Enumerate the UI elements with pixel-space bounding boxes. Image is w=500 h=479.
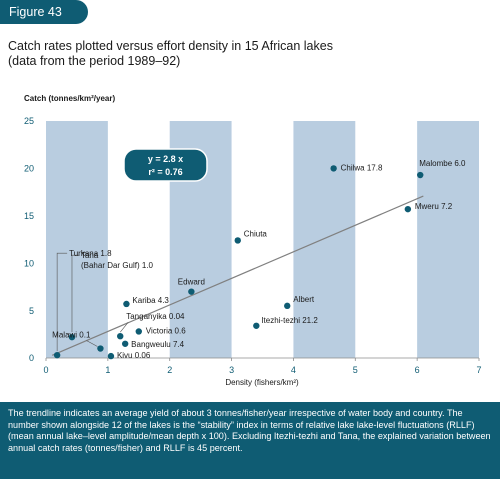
x-tick-label: 1 [105,365,110,375]
y-tick-label: 10 [24,258,34,268]
point-label: Mweru 7.2 [415,202,453,211]
data-point [97,345,104,352]
shaded-band-2 [293,121,356,358]
x-tick-label: 2 [167,365,172,375]
point-label: Kariba 4.3 [132,296,169,305]
point-label: Chilwa 17.8 [341,163,383,172]
tick-labels: 0 1 2 3 4 5 6 7 0 5 10 15 20 25 [24,116,482,375]
data-point [253,322,260,329]
figure-label: Figure 43 [0,0,88,24]
point-label: Malawi 0.1 [52,331,91,340]
equation-badge [123,148,208,182]
figure-title-line-1: Catch rates plotted versus effort densit… [8,39,333,53]
data-point [135,328,142,335]
y-tick-label: 15 [24,211,34,221]
caption: The trendline indicates an average yield… [0,402,500,479]
data-point [123,300,130,308]
shaded-band-3 [417,121,479,358]
y-tick-label: 5 [29,306,34,316]
data-point [121,340,129,347]
equation-box: y = 2.8 x r² = 0.76 [123,148,208,182]
data-point [107,352,115,360]
point-label: Itezhi-tezhi 21.2 [261,316,318,325]
y-tick-label: 0 [29,353,34,363]
data-point [404,205,412,213]
point-label: Victoria 0.6 [146,326,186,335]
shaded-band-0 [46,121,108,358]
point-label: Kivu 0.06 [117,351,151,360]
x-tick-label: 5 [353,365,358,375]
leader-lines [56,252,129,352]
point-label: Edward [178,278,205,287]
y-tick-label: 25 [24,116,34,126]
data-points [53,165,424,360]
x-tick-label: 6 [415,365,420,375]
axes [45,357,480,361]
data-point [53,351,61,359]
data-point [330,165,337,172]
data-point [68,333,76,341]
x-tick-label: 4 [291,365,296,375]
x-tick-label: 3 [229,365,234,375]
data-point [188,288,195,295]
data-point [417,171,424,179]
point-label: Bangweulu 7.4 [131,340,184,349]
leader-line [119,322,129,333]
point-label: Tana (Bahar Dar Gulf) 1.0 [81,251,154,270]
r-squared-text: r² = 0.76 [148,167,182,177]
trendline [51,195,424,356]
x-tick-label: 0 [43,365,48,375]
leader-line [71,254,79,333]
point-label: Tanganyika 0.04 [126,312,185,321]
trendline-group [51,195,424,356]
x-axis-label: Density (fishers/km²) [225,378,299,387]
point-label: Chiuta [244,229,268,238]
leader-line [86,340,98,347]
x-tick-label: 7 [476,365,481,375]
leader-line [56,252,68,352]
point-label: Malombe 6.0 [419,159,466,168]
data-point [234,237,241,244]
data-point [117,332,124,340]
y-tick-label: 20 [24,164,34,174]
point-label: Albert [293,295,315,304]
point-label: Turkana 1.8 [69,249,112,258]
equation-text: y = 2.8 x [148,154,183,164]
figure-title: Catch rates plotted versus effort densit… [8,39,488,69]
figure-title-line-2: (data from the period 1989–92) [8,54,181,68]
y-axis-label: Catch (tonnes/km²/year) [24,94,116,103]
data-point [284,302,291,310]
